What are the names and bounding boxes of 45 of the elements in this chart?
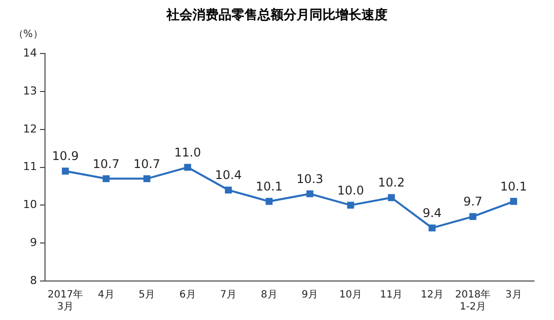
data-label: 10.1: [500, 180, 527, 194]
data-label: 9.4: [422, 206, 442, 220]
chart-title: 社会消费品零售总额分月同比增长速度: [166, 7, 388, 24]
point: [102, 175, 110, 182]
point: [306, 190, 314, 198]
y-tick-label: 8: [30, 274, 37, 287]
x-tick-label: 6月: [179, 290, 196, 301]
x-tick-label: 3月: [505, 290, 522, 301]
x-tick-label: 5月: [138, 290, 156, 301]
point: [184, 164, 192, 171]
x-tick-label: 4月: [98, 290, 114, 301]
x-tick-label: 11月: [380, 290, 403, 301]
y-tick-label: 13: [22, 84, 37, 98]
data-label: 10.3: [296, 172, 324, 186]
point: [62, 168, 69, 175]
y-tick-label: 12: [22, 122, 37, 136]
data-label: 10.2: [378, 176, 405, 190]
y-tick-label: 14: [22, 46, 37, 60]
y-axis-title: （%）: [13, 29, 43, 40]
point: [428, 224, 436, 232]
data-label: 10.1: [256, 180, 282, 194]
y-tick-label: 10: [22, 198, 37, 212]
point: [510, 198, 518, 205]
point: [143, 175, 150, 182]
data-label: 10.7: [92, 156, 120, 171]
data-label: 10.4: [215, 168, 242, 182]
point: [347, 202, 354, 209]
data-label: 9.7: [463, 194, 482, 209]
y-tick-label: 11: [22, 160, 37, 174]
point: [224, 186, 232, 194]
point: [469, 213, 476, 220]
data-label: 10.7: [134, 156, 160, 171]
data-label: 11.0: [174, 145, 201, 160]
data-label: 10.0: [337, 183, 364, 198]
point: [266, 198, 273, 205]
x-tick-label: 10月: [339, 290, 362, 301]
data-label: 10.9: [52, 149, 79, 164]
y-tick-label: 9: [30, 236, 37, 249]
x-tick-label: 12月: [420, 290, 444, 301]
x-tick-label: 9月: [302, 290, 318, 301]
x-tick-label: 2018年 1-2月: [455, 288, 491, 313]
x-tick-label: 8月: [260, 290, 278, 301]
x-tick-label: 2017年 3月: [48, 288, 84, 313]
point: [388, 194, 395, 202]
x-tick-label: 7月: [220, 290, 237, 301]
